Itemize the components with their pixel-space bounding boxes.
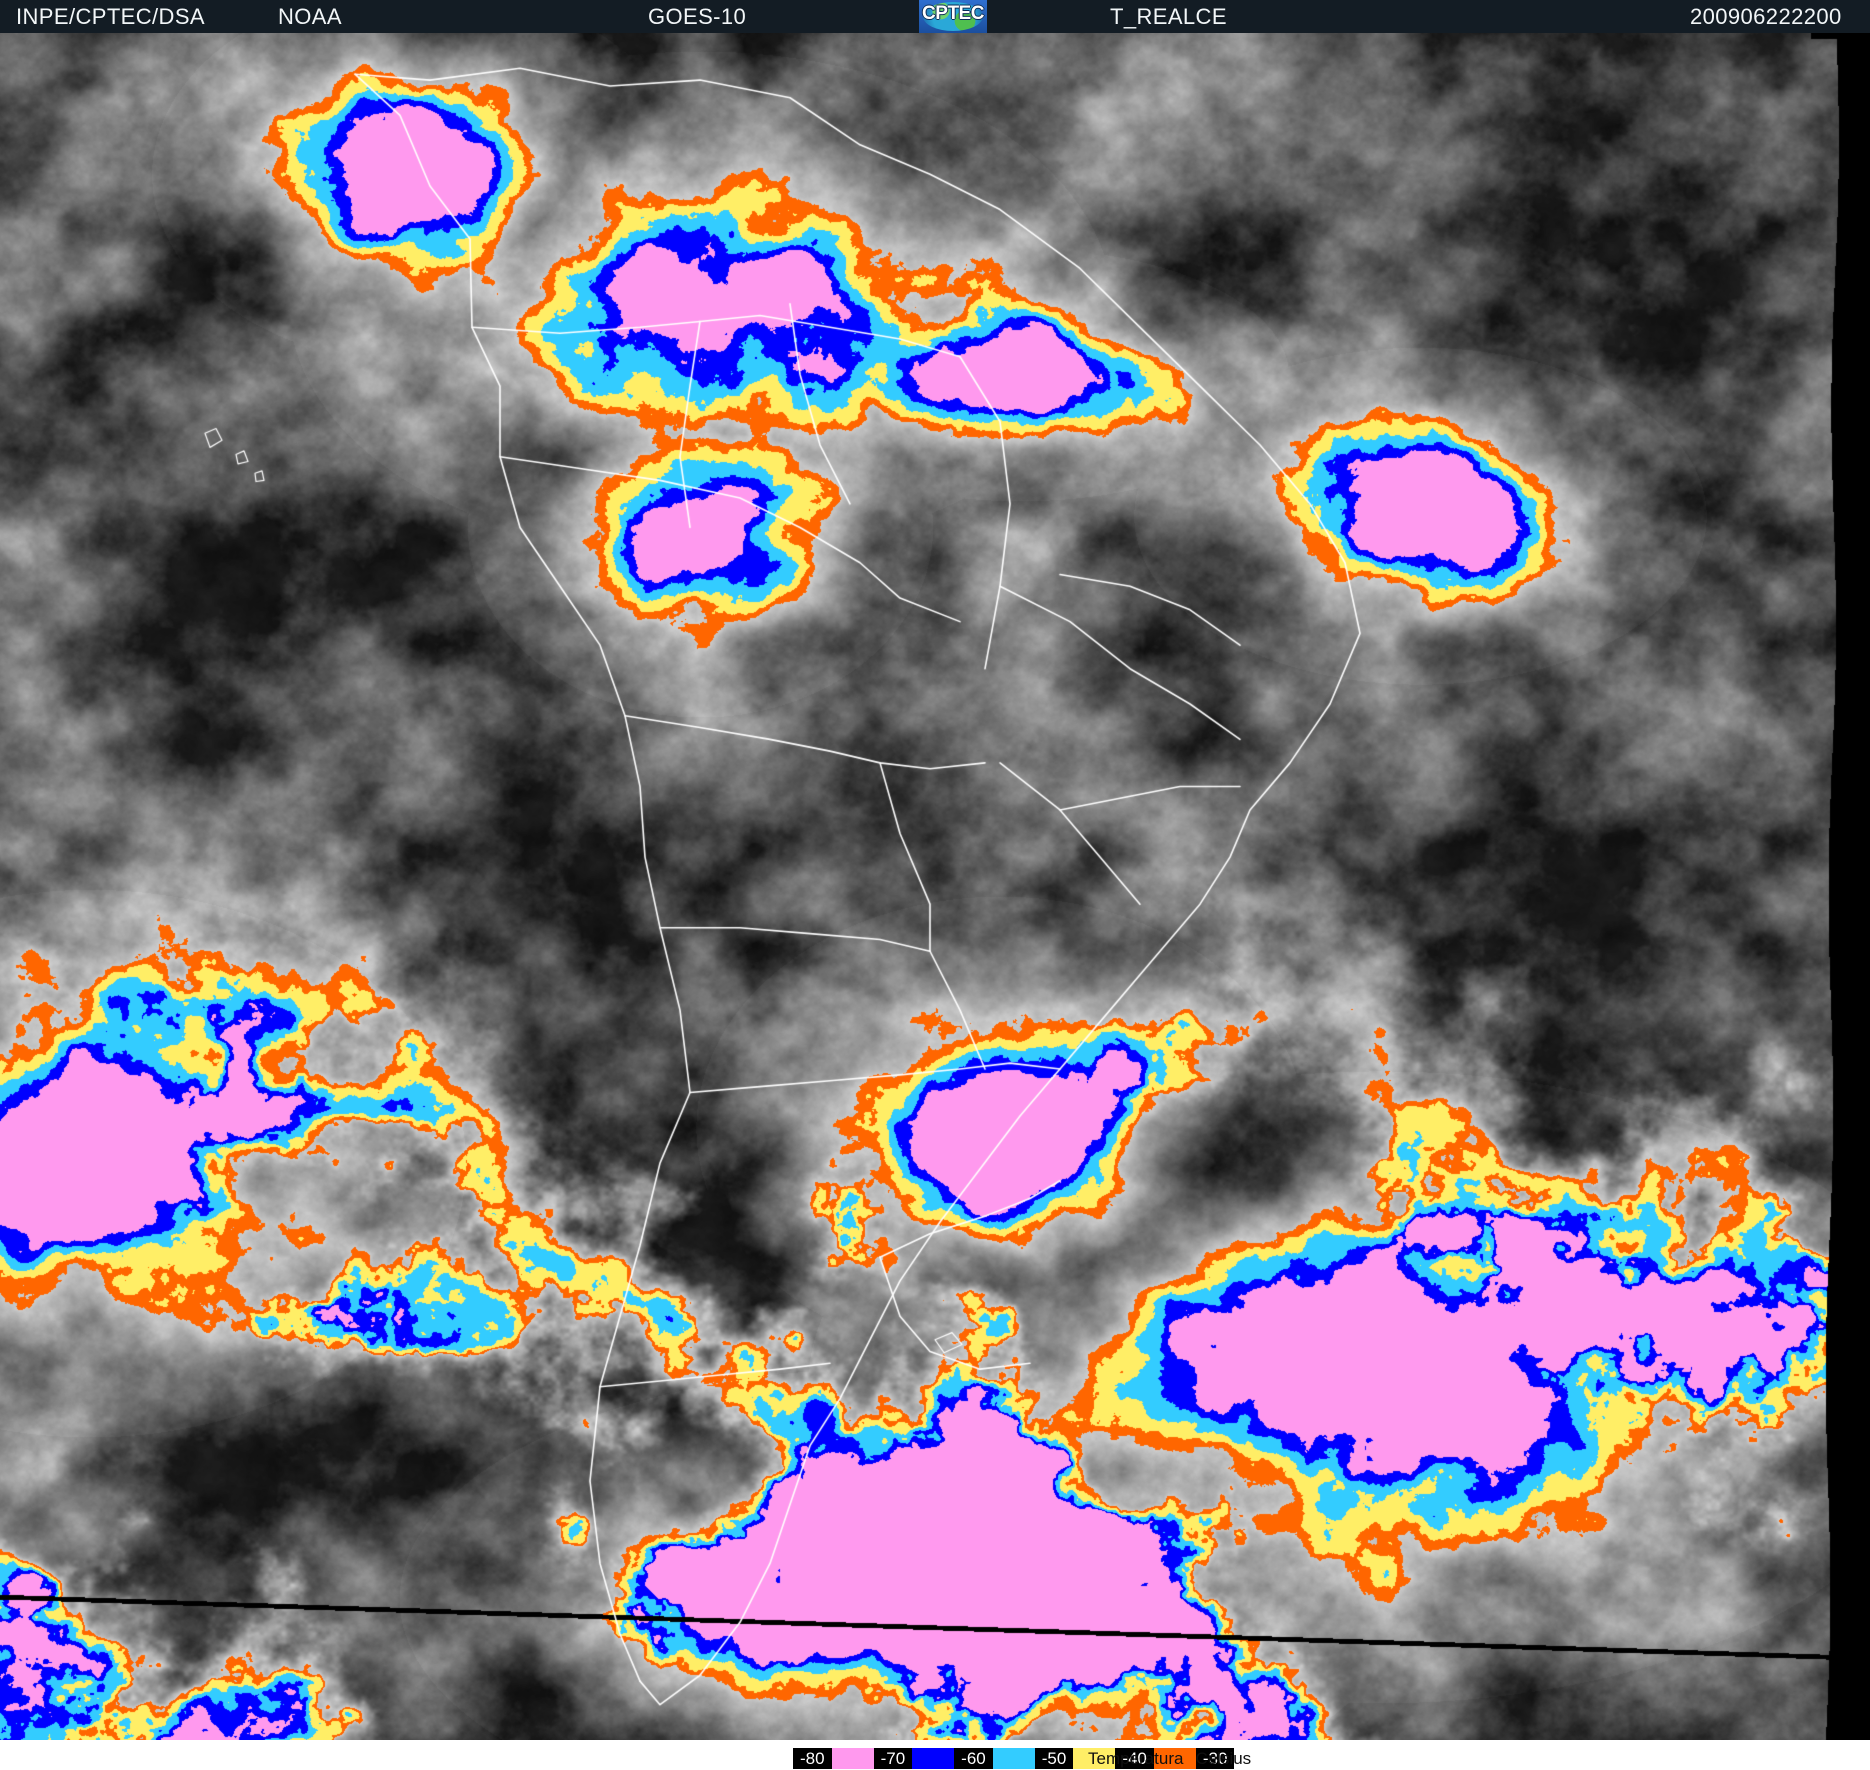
- cptec-logo-text: CPTEC: [922, 3, 984, 24]
- legend-label-4: -40: [1115, 1748, 1154, 1769]
- legend-label-1: -70: [873, 1748, 913, 1769]
- legend-swatch-orange: [1153, 1748, 1196, 1769]
- legend-swatch-yellow: [1073, 1748, 1116, 1769]
- legend-units-label: Temperatura Celsius: [1088, 1748, 1251, 1769]
- header-platform-label: NOAA: [278, 4, 342, 29]
- legend-swatch-cyan: [992, 1748, 1035, 1769]
- legend-strip: -80 -70 -60 -50 -40 -30 Temperatura Celsi…: [0, 1740, 1870, 1770]
- legend-title: Temperatura: [1088, 1749, 1184, 1768]
- temperature-color-scale: -80 -70 -60 -50 -40 -30: [793, 1748, 1235, 1769]
- satellite-image-view: [0, 33, 1870, 1740]
- globe-icon: [923, 2, 983, 31]
- header-bar: INPE/CPTEC/DSA NOAA GOES-10 CPTEC T_REAL…: [0, 0, 1870, 33]
- legend-label-3: -50: [1034, 1748, 1074, 1769]
- legend-swatch-magenta: [831, 1748, 874, 1769]
- satellite-image-canvas: [0, 33, 1870, 1740]
- legend-label-5: -30: [1195, 1748, 1235, 1769]
- legend-label-2: -60: [954, 1748, 993, 1769]
- header-timestamp-label: 200906222200: [1690, 4, 1842, 29]
- header-satellite-label: GOES-10: [648, 4, 747, 29]
- legend-label-0: -80: [793, 1748, 832, 1769]
- header-product-label: T_REALCE: [1110, 4, 1227, 29]
- legend-unit: Celsius: [1195, 1749, 1252, 1768]
- header-agency-label: INPE/CPTEC/DSA: [16, 4, 205, 29]
- legend-swatch-blue: [912, 1748, 955, 1769]
- cptec-globe-icon: CPTEC: [919, 0, 987, 33]
